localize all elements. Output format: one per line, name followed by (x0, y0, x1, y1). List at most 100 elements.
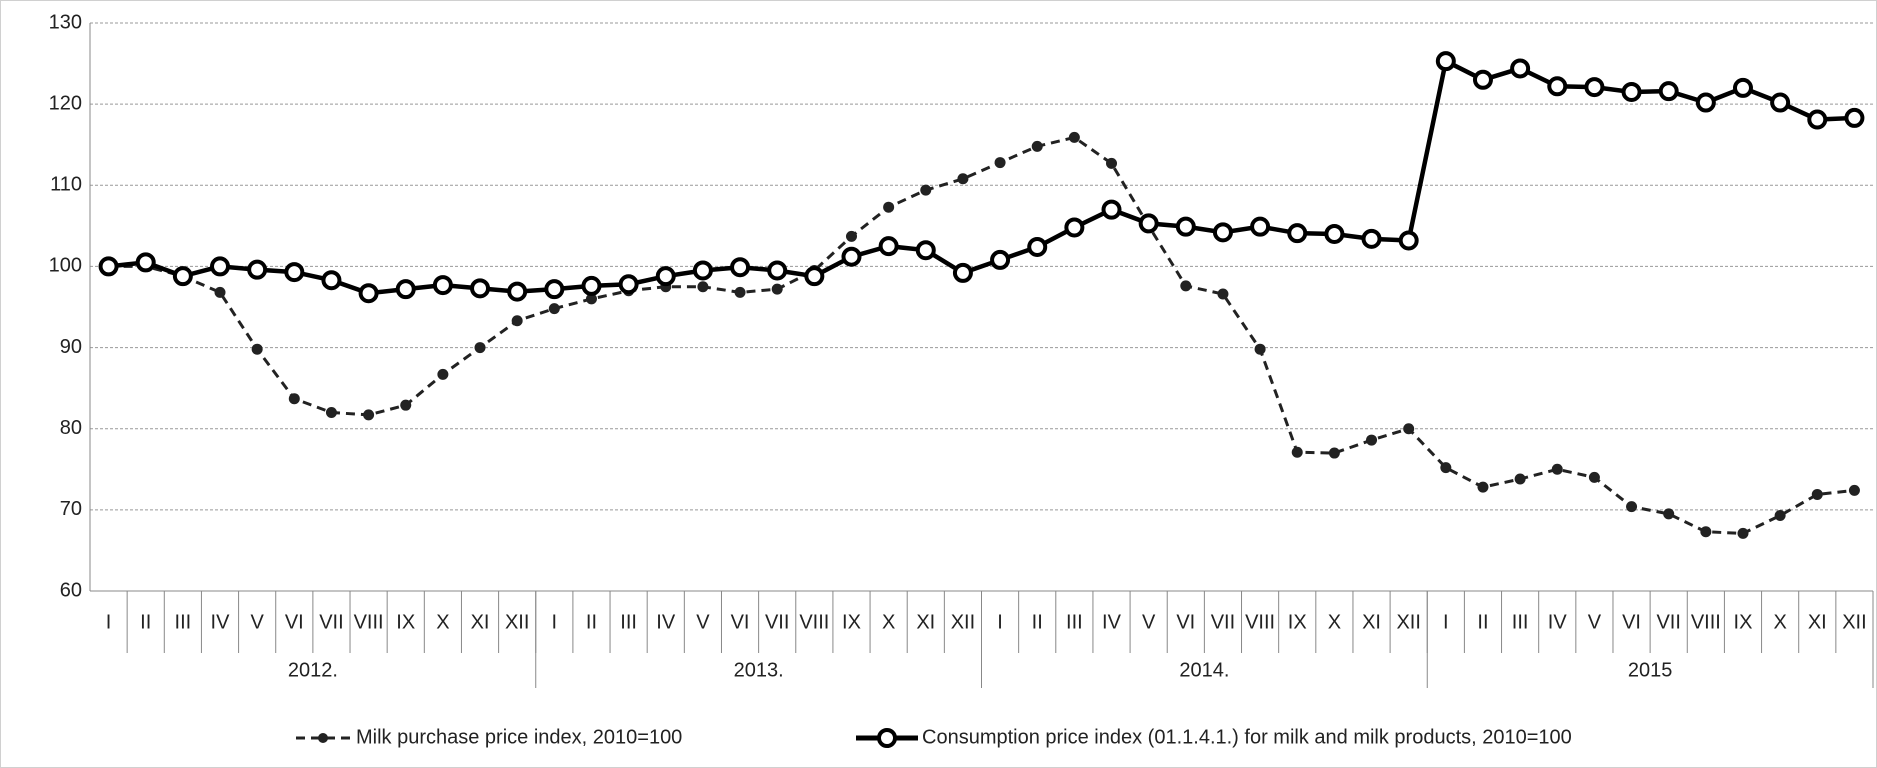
data-point (990, 249, 1011, 270)
data-point (920, 184, 932, 196)
data-point (1361, 228, 1382, 249)
data-point (1695, 92, 1716, 113)
data-point (1770, 92, 1791, 113)
data-point (1217, 288, 1229, 300)
data-point (1064, 217, 1085, 238)
y-tick-label: 80 (60, 417, 82, 439)
data-point (1588, 471, 1600, 483)
data-point (771, 283, 783, 295)
x-tick-label: V (696, 611, 710, 633)
x-tick-label: VII (1656, 611, 1680, 633)
y-tick-label: 60 (60, 579, 82, 601)
legend-label: Consumption price index (01.1.4.1.) for … (922, 726, 1572, 748)
data-point (1472, 69, 1493, 90)
data-point (1403, 423, 1415, 435)
data-point (247, 259, 268, 280)
x-tick-label: IV (1548, 611, 1568, 633)
x-tick-label: VI (731, 611, 750, 633)
x-tick-label: IX (396, 611, 415, 633)
x-tick-label: III (175, 611, 192, 633)
data-point (1774, 510, 1786, 522)
x-tick-label: I (106, 611, 112, 633)
data-point (1621, 81, 1642, 102)
x-tick-label: XII (1396, 611, 1420, 633)
data-point (1254, 343, 1266, 355)
year-label: 2013. (734, 659, 784, 681)
data-point (1477, 481, 1489, 493)
x-tick-label: VII (765, 611, 789, 633)
x-tick-label: VI (1176, 611, 1195, 633)
data-point (210, 256, 231, 277)
data-point (1287, 223, 1308, 244)
data-point (1811, 488, 1823, 500)
data-point (432, 275, 453, 296)
data-point (1250, 216, 1271, 237)
x-tick-label: X (882, 611, 895, 633)
x-tick-label: VIII (1245, 611, 1275, 633)
year-label: 2015 (1628, 659, 1673, 681)
data-point (883, 201, 895, 213)
x-tick-label: V (1588, 611, 1602, 633)
data-point (957, 173, 969, 185)
data-point (1212, 222, 1233, 243)
x-tick-label: III (1066, 611, 1083, 633)
x-tick-label: V (250, 611, 264, 633)
data-point (135, 252, 156, 273)
data-point (734, 286, 746, 298)
data-point (1732, 77, 1753, 98)
data-point (437, 368, 449, 380)
data-point (952, 262, 973, 283)
data-point (1737, 527, 1749, 539)
data-point (730, 257, 751, 278)
data-point (618, 274, 639, 295)
x-tick-label: VII (319, 611, 343, 633)
data-point (1138, 213, 1159, 234)
data-point (1848, 484, 1860, 496)
legend-marker (877, 728, 897, 748)
x-tick-label: II (1477, 611, 1488, 633)
x-tick-label: I (1443, 611, 1449, 633)
data-point (363, 409, 375, 421)
data-point (1584, 77, 1605, 98)
x-tick-label: XII (505, 611, 529, 633)
x-tick-label: I (997, 611, 1003, 633)
x-tick-label: XII (951, 611, 975, 633)
y-tick-label: 90 (60, 336, 82, 358)
x-tick-label: X (436, 611, 449, 633)
data-point (692, 260, 713, 281)
data-point (544, 279, 565, 300)
data-point (1328, 447, 1340, 459)
data-point (1514, 473, 1526, 485)
x-tick-label: IX (842, 611, 861, 633)
data-point (511, 315, 523, 327)
data-point (1175, 216, 1196, 237)
data-point (1435, 51, 1456, 72)
x-tick-label: IX (1734, 611, 1753, 633)
data-point (98, 256, 119, 277)
data-point (548, 303, 560, 315)
data-point (1844, 107, 1865, 128)
data-point (474, 342, 486, 354)
data-point (655, 266, 676, 287)
data-point (581, 275, 602, 296)
data-point (1440, 462, 1452, 474)
data-point (845, 230, 857, 242)
data-point (1324, 223, 1345, 244)
year-label: 2014. (1179, 659, 1229, 681)
x-tick-label: VIII (354, 611, 384, 633)
x-tick-label: XI (471, 611, 490, 633)
y-tick-label: 70 (60, 498, 82, 520)
y-tick-label: 110 (50, 174, 82, 196)
data-point (1547, 76, 1568, 97)
x-tick-label: X (1328, 611, 1341, 633)
data-point (915, 240, 936, 261)
data-point (1180, 280, 1192, 292)
data-point (767, 260, 788, 281)
data-point (358, 283, 379, 304)
data-point (1807, 109, 1828, 130)
data-point (288, 393, 300, 405)
data-point (841, 246, 862, 267)
data-point (1027, 236, 1048, 257)
data-point (1551, 463, 1563, 475)
